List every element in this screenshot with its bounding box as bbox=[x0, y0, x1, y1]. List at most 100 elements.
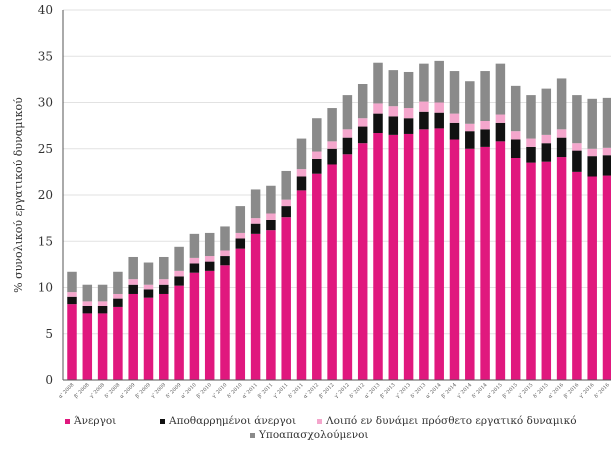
x-tick-label: δ' 2008 bbox=[104, 382, 121, 399]
bar-segment-series-0 bbox=[526, 162, 536, 380]
bar-segment-series-1 bbox=[67, 296, 77, 305]
y-axis-label: % συνολικού εργατικού δυναμικού bbox=[12, 97, 25, 293]
x-tick-label: γ' 2012 bbox=[333, 382, 350, 399]
y-tick-label: 10 bbox=[38, 281, 53, 295]
bar-segment-series-3 bbox=[113, 271, 123, 294]
bar-segment-series-0 bbox=[480, 146, 490, 380]
bar-segment-series-3 bbox=[342, 95, 353, 130]
bar-segment-series-2 bbox=[541, 134, 552, 144]
bar-segment-series-1 bbox=[281, 206, 291, 218]
gridlines bbox=[63, 9, 611, 335]
bar-segment-series-1 bbox=[312, 158, 322, 174]
bar-segment-series-0 bbox=[419, 129, 429, 380]
bar-segment-series-2 bbox=[572, 143, 582, 151]
bar-segment-series-2 bbox=[159, 279, 169, 285]
bar-segment-series-1 bbox=[327, 148, 337, 165]
bar-segment-series-1 bbox=[82, 306, 93, 314]
bar-segment-series-2 bbox=[204, 256, 215, 262]
bar-segment-series-2 bbox=[220, 250, 230, 257]
legend-label: Υποαπασχολούμενοι bbox=[258, 429, 369, 441]
bar-segment-series-0 bbox=[342, 154, 353, 380]
x-tick-label: δ' 2013 bbox=[410, 382, 427, 399]
x-tick-label: β' 2013 bbox=[379, 382, 396, 399]
bar-segment-series-2 bbox=[587, 148, 597, 157]
bar-segment-series-1 bbox=[189, 263, 200, 273]
x-tick-label: δ' 2012 bbox=[349, 382, 366, 399]
bar-segment-series-0 bbox=[388, 134, 399, 380]
bar-segment-series-2 bbox=[480, 121, 490, 130]
x-tick-label: α' 2008 bbox=[58, 382, 76, 400]
bar-segment-series-1 bbox=[342, 137, 353, 155]
bar-segment-series-0 bbox=[204, 270, 215, 380]
bar-segment-series-2 bbox=[373, 103, 383, 114]
x-tick-label: β' 2011 bbox=[257, 382, 274, 399]
bar-segment-series-3 bbox=[82, 284, 93, 302]
bar-segment-series-2 bbox=[281, 199, 291, 207]
legend-label: Λοιπό εν δυνάμει πρόσθετο εργατικό δυναμ… bbox=[325, 415, 577, 427]
x-tick-label: γ' 2014 bbox=[456, 382, 473, 399]
x-tick-label: δ' 2009 bbox=[165, 382, 182, 399]
bar-segment-series-3 bbox=[296, 138, 307, 170]
bar-segment-series-3 bbox=[67, 271, 77, 293]
bar-segment-series-1 bbox=[235, 238, 246, 249]
x-tick-label: δ' 2015 bbox=[532, 382, 549, 399]
bar-segment-series-0 bbox=[449, 139, 460, 380]
bar-segment-series-0 bbox=[510, 158, 521, 380]
bar-segment-series-0 bbox=[403, 133, 414, 380]
x-tick-label: γ' 2008 bbox=[89, 382, 106, 399]
bar-segment-series-3 bbox=[541, 88, 552, 135]
bar-segment-series-3 bbox=[602, 97, 611, 148]
x-tick-label: γ' 2010 bbox=[211, 382, 228, 399]
bar-segment-series-3 bbox=[480, 71, 490, 121]
bar-segment-series-0 bbox=[128, 293, 138, 380]
bar-segment-series-2 bbox=[312, 151, 322, 159]
bar-segment-series-2 bbox=[526, 138, 536, 147]
bar-segment-series-3 bbox=[388, 70, 399, 107]
bar-segment-series-2 bbox=[327, 141, 337, 149]
legend-swatch bbox=[317, 419, 322, 424]
bar-segment-series-3 bbox=[587, 98, 597, 149]
bar-segment-series-3 bbox=[220, 226, 230, 251]
bar-segment-series-1 bbox=[159, 284, 169, 294]
x-tick-label: γ' 2011 bbox=[272, 382, 289, 399]
x-tick-label: γ' 2016 bbox=[578, 382, 595, 399]
bar-segment-series-0 bbox=[235, 248, 246, 380]
x-tick-label: δ' 2014 bbox=[471, 382, 488, 399]
x-tick-label: α' 2016 bbox=[547, 382, 565, 400]
bar-segment-series-1 bbox=[403, 118, 414, 134]
bar-segment-series-3 bbox=[510, 85, 521, 132]
bar-segment-series-3 bbox=[419, 63, 429, 102]
bar-segment-series-2 bbox=[419, 101, 429, 112]
bar-segment-series-2 bbox=[174, 270, 184, 277]
bar-segment-series-3 bbox=[495, 63, 506, 115]
x-tick-label: α' 2011 bbox=[241, 382, 259, 400]
bar-segment-series-1 bbox=[204, 261, 215, 271]
y-tick-label: 15 bbox=[38, 234, 53, 248]
bar-segment-series-0 bbox=[296, 190, 307, 380]
bar-segment-series-0 bbox=[587, 176, 597, 380]
bar-segment-series-0 bbox=[113, 306, 123, 380]
bar-segment-series-0 bbox=[327, 164, 337, 380]
bar-segment-series-2 bbox=[465, 123, 475, 132]
bar-segment-series-0 bbox=[434, 128, 444, 380]
x-tick-label: β' 2015 bbox=[502, 382, 519, 399]
bar-segment-series-0 bbox=[220, 265, 230, 380]
bar-segment-series-0 bbox=[373, 133, 383, 380]
bar-segment-series-1 bbox=[174, 276, 184, 286]
bar-segment-series-1 bbox=[419, 111, 429, 130]
bar-segment-series-1 bbox=[495, 122, 506, 142]
bar-segment-series-3 bbox=[434, 60, 444, 103]
bar-segment-series-0 bbox=[174, 285, 184, 380]
bar-segment-series-0 bbox=[602, 175, 611, 380]
bar-segment-series-0 bbox=[312, 173, 322, 380]
x-tick-label: β' 2016 bbox=[563, 382, 580, 399]
bar-segment-series-1 bbox=[220, 256, 230, 266]
x-tick-label: β' 2010 bbox=[196, 382, 213, 399]
bar-segment-series-3 bbox=[403, 71, 414, 109]
bar-segment-series-2 bbox=[266, 213, 276, 220]
bar-segment-series-1 bbox=[449, 122, 460, 140]
bar-segment-series-0 bbox=[82, 313, 93, 380]
bar-segment-series-0 bbox=[465, 148, 475, 380]
bar-segment-series-1 bbox=[572, 150, 582, 172]
